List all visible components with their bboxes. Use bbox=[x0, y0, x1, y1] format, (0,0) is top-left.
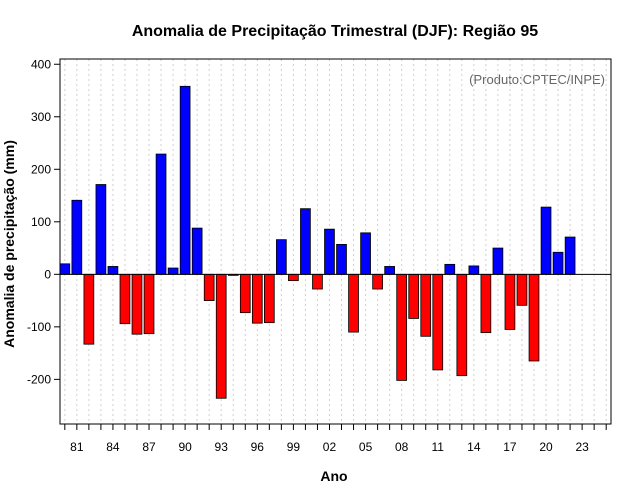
bar-2000 bbox=[300, 208, 311, 275]
bar-2018 bbox=[516, 273, 528, 306]
bar-1998 bbox=[276, 239, 287, 275]
y-tick-label: 100 bbox=[31, 215, 51, 229]
bar-1982 bbox=[83, 273, 95, 345]
y-tick-label: 200 bbox=[31, 162, 51, 176]
x-tick-label: 81 bbox=[70, 440, 84, 454]
bar-1987 bbox=[143, 273, 155, 335]
bar-2014 bbox=[468, 265, 480, 275]
y-tick-label: -200 bbox=[27, 372, 51, 386]
x-tick-label: 99 bbox=[287, 440, 301, 454]
bar-1986 bbox=[131, 273, 143, 335]
x-tick-label: 11 bbox=[432, 440, 445, 454]
bar-1997 bbox=[263, 273, 275, 324]
bar-1989 bbox=[167, 267, 179, 275]
x-tick-label: 23 bbox=[575, 440, 589, 454]
x-tick-label: 08 bbox=[395, 440, 409, 454]
bar-2007 bbox=[384, 266, 395, 275]
bar-2005 bbox=[360, 232, 371, 275]
y-tick-label: 300 bbox=[31, 110, 51, 124]
x-tick-label: 90 bbox=[178, 440, 192, 454]
bar-2001 bbox=[312, 273, 323, 290]
bar-2017 bbox=[504, 273, 516, 330]
x-tick-label: 96 bbox=[251, 440, 265, 454]
y-tick-label: 0 bbox=[44, 267, 51, 281]
x-tick-label: 05 bbox=[359, 440, 373, 454]
bar-1991 bbox=[191, 227, 203, 275]
x-tick-label: 14 bbox=[467, 440, 481, 454]
bar-2009 bbox=[408, 273, 420, 319]
bar-1983 bbox=[95, 184, 107, 275]
bar-2013 bbox=[456, 273, 468, 377]
bar-1988 bbox=[155, 153, 167, 275]
vertical-gridlines bbox=[64, 59, 607, 424]
x-axis-label: Ano bbox=[320, 468, 347, 484]
bar-2004 bbox=[348, 273, 359, 333]
bar-2019 bbox=[528, 273, 540, 362]
bar-1990 bbox=[179, 85, 191, 275]
y-tick-label: -100 bbox=[27, 320, 51, 334]
bar-2022 bbox=[564, 236, 576, 275]
bar-2011 bbox=[432, 273, 444, 371]
bar-2012 bbox=[444, 263, 456, 275]
bar-2016 bbox=[492, 247, 504, 275]
bar-1985 bbox=[119, 273, 131, 325]
plot-frame bbox=[59, 58, 612, 425]
bar-1996 bbox=[251, 273, 263, 324]
bar-2010 bbox=[420, 273, 432, 337]
x-tick-label: 84 bbox=[106, 440, 120, 454]
bar-2003 bbox=[336, 243, 347, 275]
bar-1992 bbox=[203, 273, 215, 301]
credit-label: (Produto:CPTEC/INPE) bbox=[469, 72, 605, 87]
bar-1981 bbox=[71, 199, 83, 275]
bar-1993 bbox=[215, 273, 227, 399]
chart-title: Anomalia de Precipitação Trimestral (DJF… bbox=[132, 23, 538, 40]
x-axis: 81 84 87 90 93 96 99 02 05 08 11 14 17 20 23 bbox=[64, 424, 607, 454]
bar-2006 bbox=[372, 273, 383, 290]
bar-2015 bbox=[480, 273, 492, 334]
x-tick-label: 17 bbox=[503, 440, 517, 454]
bar-1999 bbox=[288, 273, 299, 282]
y-axis-label: Anomalia de precipitação (mm) bbox=[1, 140, 17, 348]
bar-2002 bbox=[324, 228, 335, 275]
bar-1995 bbox=[239, 273, 251, 314]
x-tick-label: 20 bbox=[539, 440, 553, 454]
bar-1984 bbox=[107, 266, 119, 275]
bar-2020 bbox=[540, 206, 552, 275]
bar-2021 bbox=[552, 251, 564, 275]
x-tick-label: 02 bbox=[323, 440, 337, 454]
bar-1980 bbox=[59, 263, 71, 275]
y-tick-label: 400 bbox=[31, 57, 51, 71]
y-axis: -200 -100 0 100 200 300 400 bbox=[27, 57, 60, 386]
x-tick-label: 93 bbox=[215, 440, 229, 454]
x-tick-label: 87 bbox=[142, 440, 156, 454]
bar-2008 bbox=[396, 273, 408, 381]
bars-group bbox=[59, 85, 576, 399]
